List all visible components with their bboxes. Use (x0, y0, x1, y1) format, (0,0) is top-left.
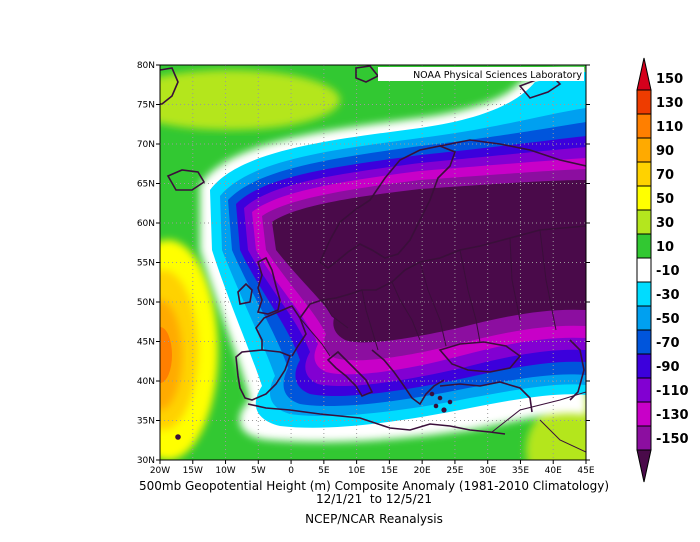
lon-label: 15W (183, 466, 203, 476)
axis-ticks (156, 64, 590, 464)
island-crete (441, 407, 447, 413)
colorbar-swatch (636, 257, 652, 283)
colorbar-label: 70 (656, 168, 674, 183)
colorbar-label: 130 (656, 96, 683, 111)
lat-label: 55N (137, 259, 155, 269)
colorbar-label: -50 (656, 312, 680, 327)
lat-label: 80N (137, 61, 155, 71)
colorbar-swatch (636, 353, 652, 379)
longitude-labels: 20W 15W 10W 5W 0 5E 10E 15E 20E 25E 30E 35E 40E 45E (150, 466, 595, 476)
island-aegean-1 (429, 391, 435, 397)
colorbar-label: 30 (656, 216, 674, 231)
colorbar-label: -10 (656, 264, 680, 279)
lon-label: 15E (381, 466, 398, 476)
caption-dates: 12/1/21 to 12/5/21 (315, 492, 432, 506)
lon-label: 45E (577, 466, 594, 476)
lon-label: 20W (150, 466, 170, 476)
colorbar-label: 10 (656, 240, 674, 255)
lon-label: 20E (414, 466, 431, 476)
colorbar-max-arrow (636, 57, 652, 91)
colorbar-swatch (636, 209, 652, 235)
colorbar-label: 50 (656, 192, 674, 207)
lat-label: 70N (137, 140, 155, 150)
colorbar-swatch (636, 305, 652, 331)
colorbar-label: 90 (656, 144, 674, 159)
colorbar-label: -30 (656, 288, 680, 303)
colorbar-swatch (636, 233, 652, 259)
caption-title: 500mb Geopotential Height (m) Composite … (138, 479, 609, 493)
colorbar-swatch (636, 425, 652, 451)
colorbar-swatch (636, 89, 652, 115)
latitude-labels: 80N 75N 70N 65N 60N 55N 50N 45N 40N 35N 30N (137, 61, 155, 466)
lon-label: 10E (348, 466, 365, 476)
colorbar-swatch (636, 401, 652, 427)
lon-label: 10W (215, 466, 235, 476)
caption-source: NCEP/NCAR Reanalysis (305, 512, 443, 526)
colorbar-label: -150 (656, 432, 689, 447)
colorbar-swatch (636, 377, 652, 403)
lat-label: 45N (137, 338, 155, 348)
lon-label: 35E (512, 466, 529, 476)
coast-scandinavia (319, 145, 457, 269)
colorbar-swatch (636, 161, 652, 187)
lon-label: 30E (479, 466, 496, 476)
lat-label: 30N (137, 456, 155, 466)
lon-label: 0 (288, 466, 294, 476)
lat-label: 75N (137, 101, 155, 111)
coast-ireland (237, 282, 253, 305)
island-aegean-4 (447, 399, 453, 405)
lon-label: 40E (545, 466, 562, 476)
island-aegean-2 (437, 395, 443, 401)
island-aegean-3 (433, 403, 439, 409)
lat-label: 40N (137, 377, 155, 387)
lat-label: 50N (137, 298, 155, 308)
graticule (160, 65, 586, 460)
coastlines (160, 65, 586, 453)
field-lightgreen-north (160, 70, 340, 130)
field-darkpurple (272, 180, 586, 343)
coast-france (255, 305, 307, 357)
colorbar-swatch (636, 329, 652, 355)
colorbar-swatch (636, 185, 652, 211)
colorbar-label: 110 (656, 120, 683, 135)
lat-label: 65N (137, 180, 155, 190)
coast-britain (256, 256, 281, 315)
coast-italy (326, 350, 374, 397)
coast-turkey (439, 381, 533, 413)
coast-caspian (569, 339, 585, 401)
lat-label: 35N (137, 417, 155, 427)
coast-black-sea (438, 341, 522, 373)
colorbar-swatch (636, 137, 652, 163)
lat-label: 60N (137, 219, 155, 229)
colorbar-label: -90 (656, 360, 680, 375)
coast-balkans (371, 349, 445, 406)
colorbar-swatch (636, 281, 652, 307)
coast-north-africa (247, 403, 506, 435)
colorbar-swatch (636, 113, 652, 139)
colorbar-label: -130 (656, 408, 689, 423)
colorbar-label: -110 (656, 384, 689, 399)
lon-label: 5W (251, 466, 266, 476)
colorbar-label: 150 (656, 72, 683, 87)
credit-label: NOAA Physical Sciences Laboratory (413, 70, 582, 81)
coast-iceland (166, 169, 206, 191)
coast-north-europe (299, 225, 586, 319)
colorbar-label: -70 (656, 336, 680, 351)
island-azores (175, 434, 181, 440)
anomaly-field (160, 65, 586, 460)
colorbar-min-arrow (636, 449, 652, 483)
coast-arctic (439, 139, 586, 167)
borders (299, 229, 586, 453)
lon-label: 5E (318, 466, 330, 476)
colorbar: 150 130 110 90 70 50 30 10 -10 -30 -50 -70 -90 -110 -1… (636, 57, 689, 483)
credit-box (378, 67, 584, 81)
coast-svalbard (355, 65, 380, 83)
lon-label: 25E (446, 466, 463, 476)
coast-greenland (160, 67, 179, 105)
